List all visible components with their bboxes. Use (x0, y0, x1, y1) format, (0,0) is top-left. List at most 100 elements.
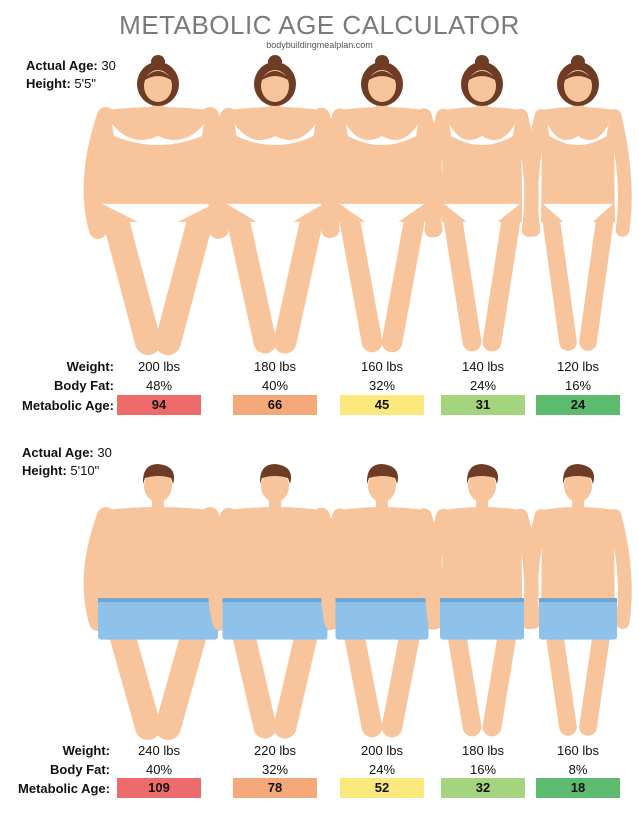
figure-part (335, 598, 429, 640)
figure-part (482, 200, 522, 352)
figure-part (562, 464, 594, 484)
row-label: Body Fat: (50, 762, 110, 777)
weight: 140 lbs (462, 359, 504, 374)
figure-part (98, 598, 218, 640)
figure-part (222, 598, 328, 603)
row-label: Metabolic Age: (18, 781, 110, 796)
info-row: Actual Age: 30 (22, 445, 112, 460)
title: METABOLIC AGE CALCULATOR (119, 10, 520, 40)
info-label: Actual Age: (22, 445, 94, 460)
figure-part (224, 198, 277, 354)
info-value: 5'10" (70, 463, 100, 478)
figure-part (337, 199, 383, 353)
figure-part (98, 107, 218, 222)
metabolic-age: 78 (233, 778, 317, 798)
body-fat: 16% (469, 762, 497, 777)
figure-part (579, 201, 615, 351)
figure-part (337, 107, 427, 222)
figure-part (207, 507, 237, 631)
row-label: Body Fat: (54, 378, 114, 393)
weight: 200 lbs (138, 359, 180, 374)
figure-part (261, 70, 289, 102)
metabolic-age: 31 (441, 395, 525, 415)
info-row: Height: 5'10" (22, 463, 99, 478)
metabolic-age: 52 (340, 778, 424, 798)
info-value: 5'5" (74, 76, 96, 91)
figure-part (98, 507, 218, 615)
info-value: 30 (101, 58, 116, 73)
info-label: Actual Age: (26, 58, 98, 73)
figure-part (607, 509, 632, 629)
figure-part (440, 598, 524, 603)
figure-part (226, 203, 324, 228)
metabolic-age: 109 (117, 778, 201, 798)
figure-part (273, 198, 326, 354)
figure-part (261, 470, 289, 502)
metabolic-age: 24 (536, 395, 620, 415)
figure-part (368, 470, 396, 502)
figure-part (155, 196, 216, 355)
figure-part (541, 507, 615, 615)
weight: 160 lbs (361, 359, 403, 374)
figure-part (475, 55, 489, 69)
figure-part (444, 203, 520, 228)
figure-part (368, 70, 396, 102)
weight: 180 lbs (254, 359, 296, 374)
figure-part (335, 598, 429, 603)
figure-part (222, 598, 328, 640)
figure-part (466, 71, 498, 82)
weight: 200 lbs (361, 743, 403, 758)
figure-part (562, 71, 594, 82)
row-label: Metabolic Age: (22, 398, 114, 413)
row-label: Weight: (62, 743, 110, 758)
body-fat: 48% (145, 378, 173, 393)
figure-part (440, 598, 524, 640)
figure-part (100, 196, 161, 355)
figure-part (442, 507, 522, 615)
weight: 120 lbs (557, 359, 599, 374)
weight: 160 lbs (557, 743, 599, 758)
figure-part (102, 203, 214, 228)
body-fat: 8% (568, 762, 588, 777)
figure-part (207, 107, 237, 239)
figure-part (375, 55, 389, 69)
figure-part (564, 70, 592, 102)
weight: 180 lbs (462, 743, 504, 758)
info-label: Height: (26, 76, 71, 91)
figure-part (468, 470, 496, 502)
figure-part (259, 464, 291, 484)
figure-part (223, 507, 327, 615)
figure-part (142, 71, 174, 82)
row-label: Weight: (66, 359, 114, 374)
figure-part (607, 109, 632, 237)
info-label: Height: (22, 463, 67, 478)
figure-part (142, 464, 174, 484)
figure-part (339, 203, 425, 228)
figure-part (449, 124, 515, 145)
figure-part (98, 598, 218, 603)
figure-part (571, 55, 585, 69)
figure-part (268, 55, 282, 69)
figure-part (442, 107, 522, 222)
figure-part (144, 70, 172, 102)
figure-part (320, 108, 348, 238)
body-fat: 16% (564, 378, 592, 393)
figure-part (425, 108, 451, 238)
figure-part (112, 124, 204, 145)
body-fat: 24% (368, 762, 396, 777)
figure-part (337, 507, 427, 615)
figure-part (468, 70, 496, 102)
figure-part (524, 509, 549, 629)
figure-part (345, 124, 419, 145)
figure-part (366, 464, 398, 484)
figure-part (543, 203, 613, 228)
body-fat: 40% (261, 378, 289, 393)
figure-part (366, 71, 398, 82)
figure-part (144, 470, 172, 502)
body-fat: 40% (145, 762, 173, 777)
subtitle: bodybuildingmealplan.com (266, 40, 373, 50)
figure-part (259, 71, 291, 82)
info-row: Actual Age: 30 (26, 58, 116, 73)
metabolic-age: 18 (536, 778, 620, 798)
